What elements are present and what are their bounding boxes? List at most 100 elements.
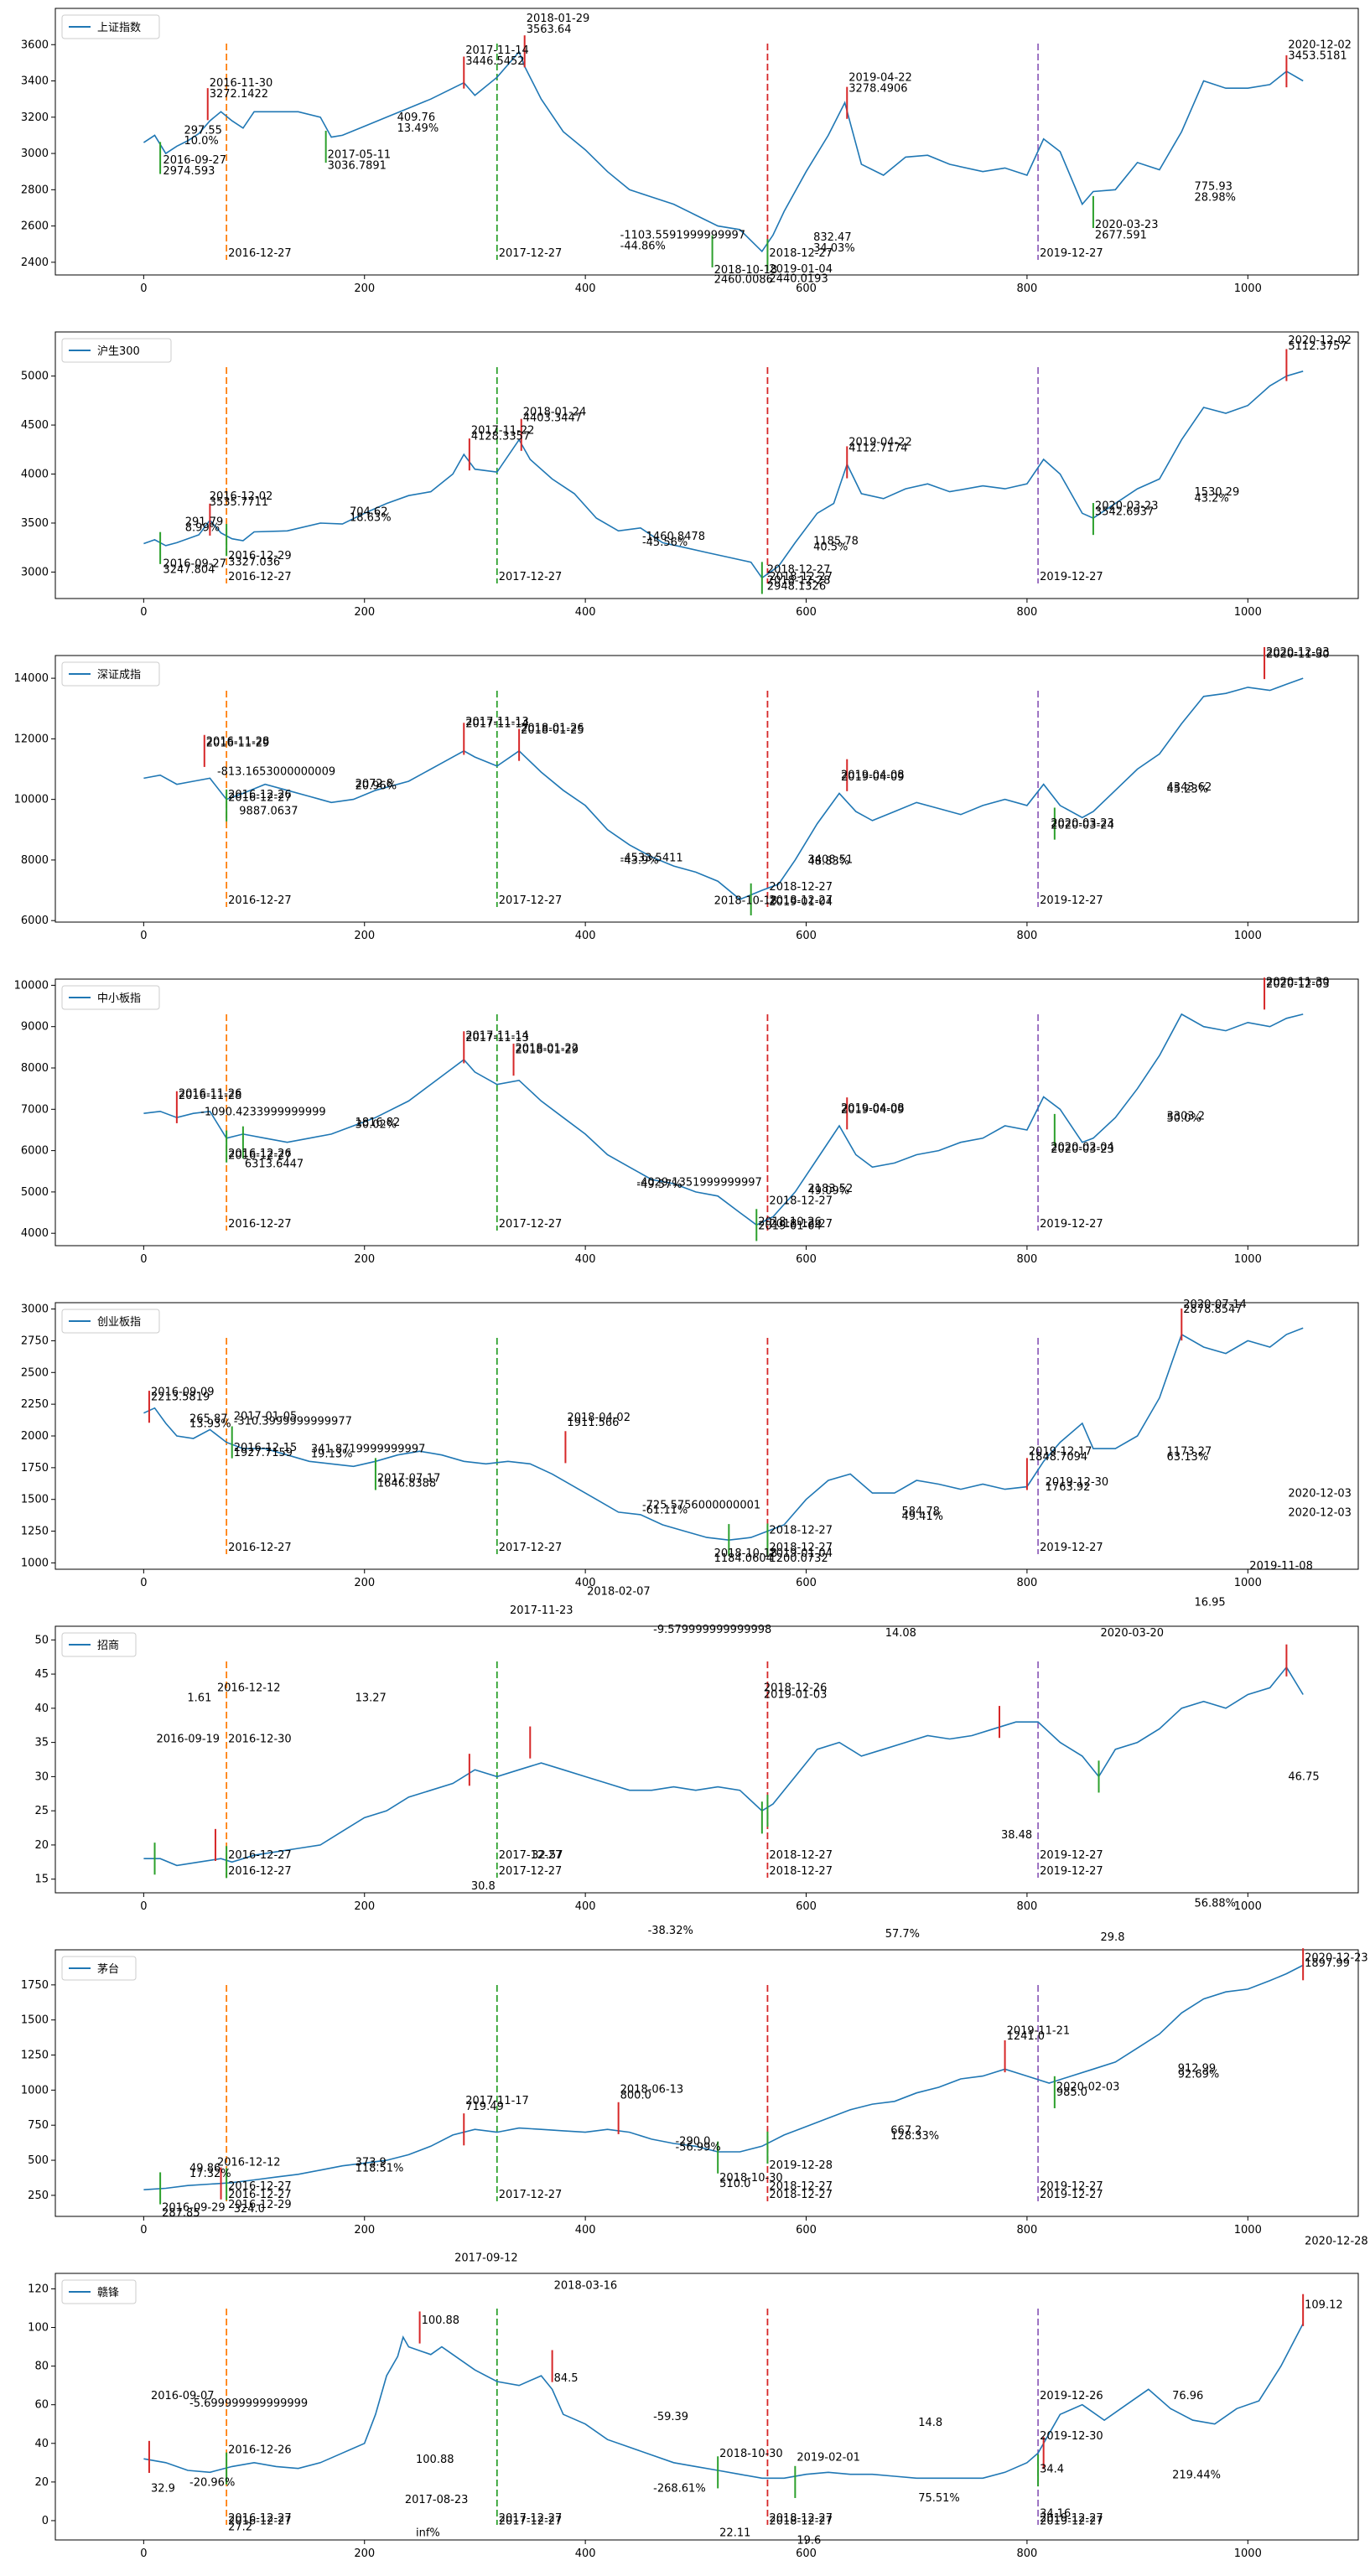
annotation-label: 20.96% bbox=[355, 780, 397, 793]
annotation-label: -290.0 bbox=[675, 2136, 710, 2148]
annotation-label: 2019-11-21 bbox=[1007, 2024, 1071, 2037]
year-divider-label: 2017-12-27 bbox=[499, 2189, 563, 2201]
annotation-label: 2016-12-26 bbox=[228, 789, 292, 801]
year-divider-label: 2016-12-27 bbox=[228, 247, 292, 260]
y-tick-label: 60 bbox=[34, 2399, 49, 2412]
annotation-label: 2019-01-04 bbox=[769, 1547, 833, 1560]
annotation-label: 27.2 bbox=[228, 2521, 252, 2533]
annotation-label: 2018-01-24 bbox=[523, 406, 587, 418]
annotation-label: 2018-12-27 bbox=[769, 2180, 833, 2193]
annotation-label: 2019-12-28 bbox=[769, 2159, 833, 2172]
year-divider-label: 2017-12-27 bbox=[499, 1865, 563, 1878]
annotation-label: 2018-12-26 bbox=[764, 1682, 828, 1694]
y-tick-label: 3000 bbox=[21, 148, 49, 160]
annotation-label: 2017-11-22 bbox=[471, 425, 535, 438]
annotation-label: 2019-01-03 bbox=[764, 1689, 828, 1702]
y-tick-label: 1500 bbox=[21, 2014, 49, 2027]
annotation-label: -4533.5411 bbox=[620, 853, 683, 865]
annotation-label: 2018-04-02 bbox=[567, 1412, 631, 1424]
year-divider-label: 2016-12-27 bbox=[228, 2512, 292, 2525]
year-divider-label: 2018-12-27 bbox=[769, 571, 833, 583]
y-tick-label: 8000 bbox=[21, 1062, 49, 1075]
annotation-label: 14.8 bbox=[918, 2417, 942, 2429]
legend-box bbox=[61, 661, 160, 687]
y-tick-label: 45 bbox=[34, 1668, 49, 1681]
annotation-label: 34.4 bbox=[1040, 2463, 1064, 2475]
annotation-label: 49.09% bbox=[808, 1184, 850, 1197]
legend-label: 赣锋 bbox=[97, 2287, 119, 2299]
x-tick-label: 1000 bbox=[1234, 1253, 1262, 1266]
annotation-label: 2018-10-30 bbox=[719, 2448, 783, 2460]
annotation-label: 373.9 bbox=[355, 2157, 387, 2169]
x-tick-label: 200 bbox=[354, 1577, 375, 1589]
y-tick-label: 2800 bbox=[21, 184, 49, 196]
annotation-label: 409.76 bbox=[397, 111, 436, 124]
x-tick-label: 0 bbox=[140, 1900, 147, 1913]
legend: 创业板指 bbox=[61, 1309, 160, 1334]
axes-frame bbox=[54, 2273, 1359, 2541]
x-tick-label: 800 bbox=[1017, 1253, 1038, 1266]
y-tick-label: 2000 bbox=[21, 1430, 49, 1443]
annotation-label: 2019-04-22 bbox=[848, 437, 912, 449]
annotation-label: -9.579999999999998 bbox=[653, 1624, 771, 1636]
annotation-label: 1241.0 bbox=[1007, 2030, 1046, 2043]
year-divider-label: 2016-12-27 bbox=[228, 1865, 292, 1878]
annotation-label: 324.0 bbox=[234, 2203, 265, 2216]
y-tick-label: 20 bbox=[34, 1839, 49, 1852]
annotation-label: 2020-11-30 bbox=[1266, 976, 1330, 988]
annotation-label: 28.98% bbox=[1194, 191, 1236, 204]
y-tick-label: 4500 bbox=[21, 419, 49, 432]
annotation-label: 1530.29 bbox=[1194, 486, 1239, 499]
y-tick-label: 1000 bbox=[21, 1557, 49, 1569]
annotation-label: 2016-12-27 bbox=[228, 1849, 292, 1862]
annotation-label: 2018-03-16 bbox=[554, 2279, 618, 2292]
annotation-label: 6313.6447 bbox=[245, 1158, 304, 1170]
legend-box bbox=[61, 985, 160, 1010]
annotation-label: 2018-10-30 bbox=[719, 2172, 783, 2185]
annotation-label: 985.0 bbox=[1056, 2086, 1087, 2099]
price-series-line bbox=[143, 677, 1304, 900]
annotation-label: 2020-12-23 bbox=[1305, 1951, 1368, 1964]
y-tick-label: 2750 bbox=[21, 1335, 49, 1347]
y-tick-label: 250 bbox=[28, 2190, 49, 2202]
y-tick-label: 3000 bbox=[21, 566, 49, 578]
x-tick-label: 200 bbox=[354, 2224, 375, 2237]
annotation-label: 2016-11-30 bbox=[210, 77, 273, 90]
annotation-label: 50.0% bbox=[1167, 1112, 1201, 1125]
legend-box bbox=[61, 2279, 137, 2304]
legend-box bbox=[61, 1309, 160, 1334]
annotation-label: 2016-11-29 bbox=[206, 737, 270, 749]
annotation-label: 2016-09-27 bbox=[163, 558, 226, 571]
x-tick-label: 0 bbox=[140, 930, 147, 942]
annotation-label: 3303.2 bbox=[1167, 1111, 1206, 1123]
y-tick-label: 3500 bbox=[21, 517, 49, 530]
y-tick-label: 12000 bbox=[14, 733, 49, 745]
annotation-label: 2016-12-29 bbox=[228, 550, 292, 562]
annotation-label: 2677.591 bbox=[1095, 230, 1147, 242]
annotation-label: 22.11 bbox=[719, 2527, 750, 2539]
year-divider-label: 2017-12-27 bbox=[499, 2512, 563, 2525]
annotation-label: 2019-01-04 bbox=[758, 1220, 822, 1232]
annotation-label: 2018-12-27 bbox=[769, 1849, 833, 1862]
annotation-label: 2020-03-24 bbox=[1051, 820, 1114, 832]
axes-frame bbox=[54, 978, 1359, 1247]
y-tick-label: 120 bbox=[28, 2283, 49, 2295]
x-tick-label: 800 bbox=[1017, 606, 1038, 619]
annotation-label: 2017-12-27 bbox=[499, 2516, 563, 2528]
annotation-label: 3036.7891 bbox=[328, 159, 387, 172]
axes-frame bbox=[54, 331, 1359, 599]
annotation-label: -61.11% bbox=[642, 1504, 688, 1516]
annotation-label: 800.0 bbox=[620, 2089, 651, 2102]
subplot-2: 0 200 400 600 800 1000 6000 8000 10000 12000 14000… bbox=[14, 646, 1359, 942]
year-divider-label: 2019-12-27 bbox=[1040, 247, 1103, 260]
annotation-label: 2018-10-18 bbox=[714, 264, 778, 277]
annotation-label: 2017-05-11 bbox=[328, 148, 392, 161]
annotation-label: 1911.566 bbox=[567, 1417, 619, 1429]
annotation-label: 2018-12-27 bbox=[767, 564, 831, 577]
annotation-label: 2017-08-23 bbox=[405, 2494, 469, 2506]
x-tick-label: 600 bbox=[796, 930, 817, 942]
price-series-line bbox=[143, 1666, 1304, 1867]
annotation-label: 2019-01-04 bbox=[769, 263, 833, 276]
y-tick-label: 2500 bbox=[21, 1366, 49, 1379]
annotation-label: 2016-12-15 bbox=[234, 1442, 298, 1454]
